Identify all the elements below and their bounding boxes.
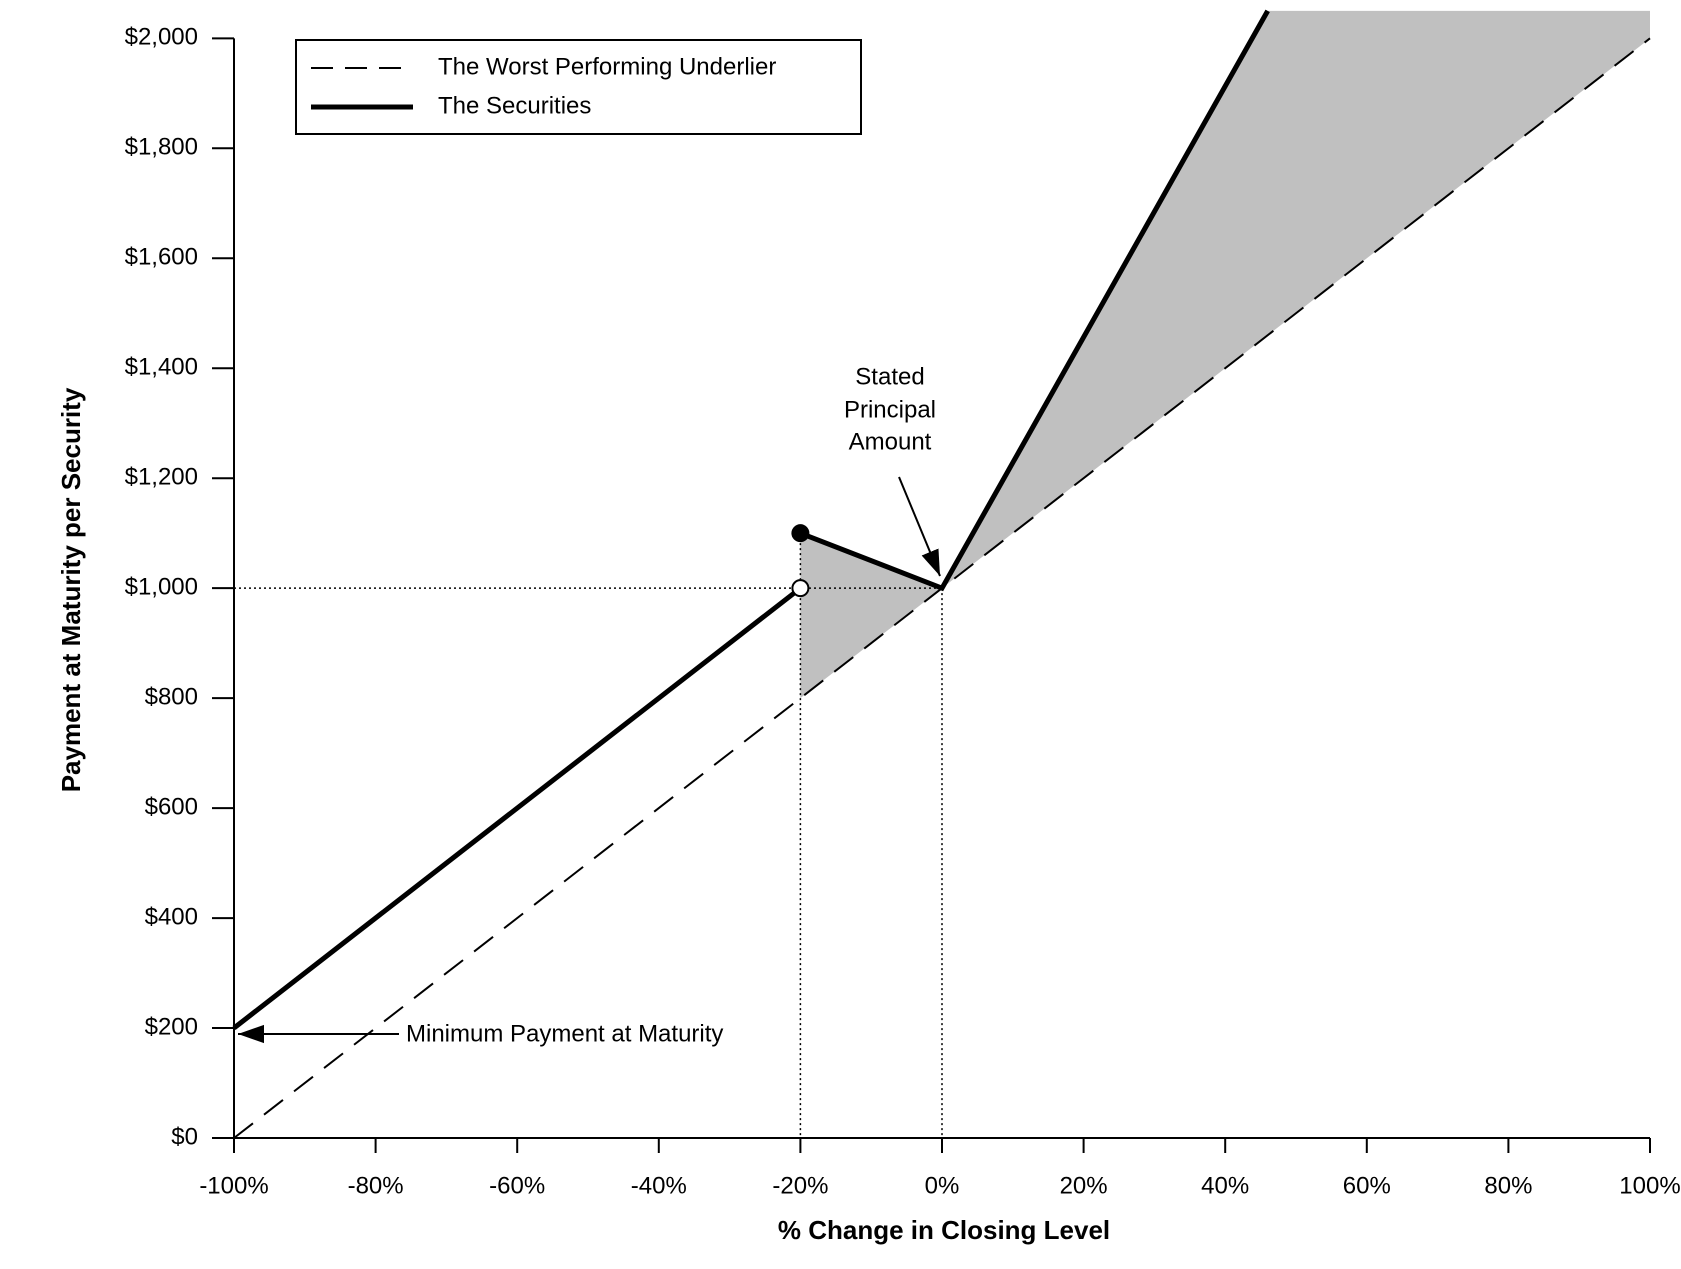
annotation: Stated <box>855 363 924 390</box>
y-tick-label: $1,400 <box>125 354 198 381</box>
y-tick-label: $1,200 <box>125 464 198 491</box>
y-axis-title: Payment at Maturity per Security <box>56 387 86 792</box>
y-tick-label: $1,800 <box>125 134 198 161</box>
legend-box <box>295 39 862 135</box>
y-tick-label: $800 <box>145 683 198 710</box>
x-tick-label: -60% <box>489 1172 545 1199</box>
legend-label: The Securities <box>438 92 591 119</box>
annotation: Principal <box>844 396 936 423</box>
marks-layer: $0 $200 $400 $600 $800 $1,000 $1,200 $1,400 $1,6… <box>125 9 1681 1199</box>
y-tick-label: $600 <box>145 793 198 820</box>
x-tick-label: 60% <box>1343 1172 1391 1199</box>
x-tick-label: -80% <box>348 1172 404 1199</box>
legend-label: The Worst Performing Underlier <box>438 53 776 80</box>
x-tick-label: -40% <box>631 1172 687 1199</box>
reference-layer <box>234 533 943 1138</box>
annotation-arrow <box>898 476 941 577</box>
y-tick-label: $1,000 <box>125 574 198 601</box>
series-line <box>232 9 1270 1031</box>
x-tick-label: 100% <box>1619 1172 1680 1199</box>
x-tick-label: -20% <box>772 1172 828 1199</box>
y-tick-label: $1,600 <box>125 244 198 271</box>
x-tick-label: 40% <box>1201 1172 1249 1199</box>
x-tick-label: 0% <box>925 1172 960 1199</box>
x-tick-label: 80% <box>1484 1172 1532 1199</box>
x-tick-label: -100% <box>199 1172 268 1199</box>
x-axis-title: % Change in Closing Level <box>778 1215 1110 1245</box>
annotation: Minimum Payment at Maturity <box>406 1020 723 1047</box>
annotation: Amount <box>849 428 932 455</box>
shade-layer <box>800 10 1650 699</box>
filled-marker <box>791 524 810 543</box>
y-tick-label: $400 <box>145 903 198 930</box>
y-tick-label: $2,000 <box>125 24 198 51</box>
shade-area <box>800 10 1650 699</box>
x-tick-label: 20% <box>1060 1172 1108 1199</box>
y-tick-label: $0 <box>171 1123 198 1150</box>
open-marker <box>791 579 810 598</box>
y-tick-label: $200 <box>145 1013 198 1040</box>
